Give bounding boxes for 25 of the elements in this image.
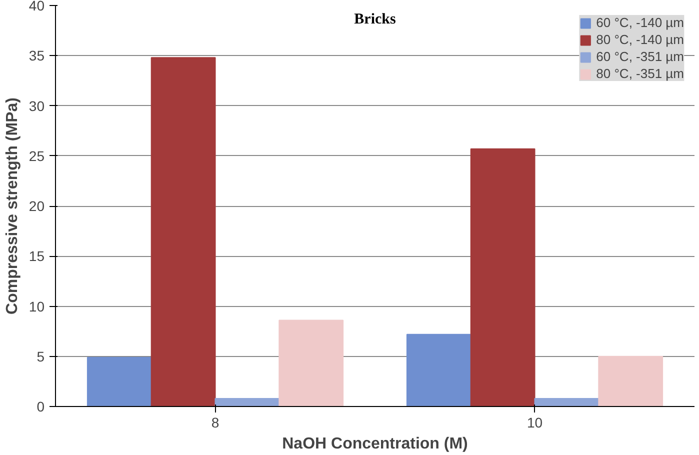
y-tick-label: 35 <box>28 48 45 64</box>
x-tick-label: 8 <box>211 414 220 430</box>
y-tick-label: 20 <box>28 198 45 214</box>
legend-label: 80 °C, -140 µm <box>596 32 684 47</box>
legend-label: 60 °C, -140 µm <box>596 15 684 30</box>
bar <box>278 320 344 406</box>
bar <box>150 57 216 406</box>
y-tick-label: 5 <box>36 348 45 364</box>
bar <box>470 148 536 406</box>
y-tick-label: 0 <box>36 398 45 414</box>
bar <box>406 334 472 406</box>
bar <box>598 356 664 406</box>
bar <box>86 356 152 406</box>
bar <box>534 398 600 406</box>
legend-label: 80 °C, -351 µm <box>596 66 684 81</box>
y-axis-title: Compressive strength (MPa) <box>4 98 21 314</box>
y-tick-label: 10 <box>28 298 45 314</box>
legend-label: 60 °C, -351 µm <box>596 49 684 64</box>
y-tick-label: 25 <box>28 148 45 164</box>
x-axis-title: NaOH Concentration (M) <box>282 436 468 452</box>
chart-title: Bricks <box>354 12 396 28</box>
y-tick-label: 15 <box>28 248 45 264</box>
y-tick-label: 40 <box>28 0 45 14</box>
bar <box>214 398 280 406</box>
y-tick-label: 30 <box>28 98 45 114</box>
